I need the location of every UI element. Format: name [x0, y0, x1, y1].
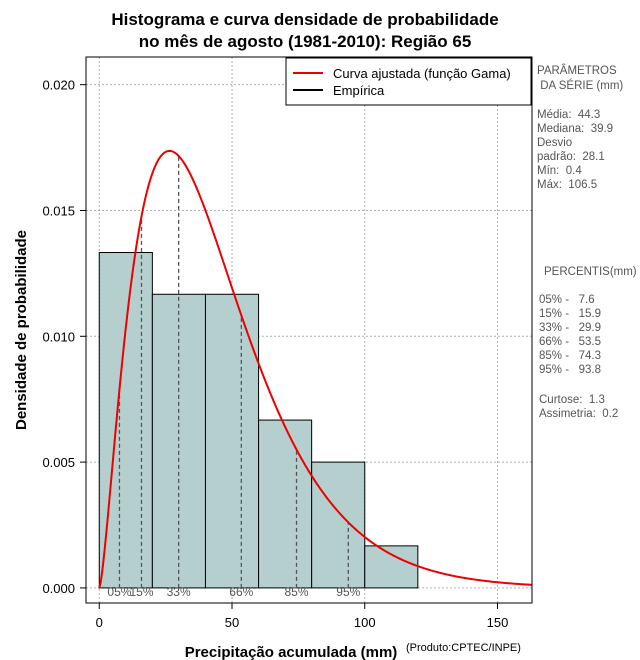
- side-panel: PARÂMETROS DA SÉRIE (mm) Média: 44.3 Med…: [537, 64, 637, 420]
- x-tick-label-100: 100: [354, 615, 376, 630]
- params-title-line-1: PARÂMETROS: [537, 64, 617, 77]
- legend: Curva ajustada (função Gama) Empírica: [285, 57, 532, 106]
- percentile-label-4: 85%: [285, 585, 309, 599]
- percentile-label-1: 15%: [129, 585, 153, 599]
- x-tick-label-0: 0: [96, 615, 103, 630]
- stat-max: Máx: 106.5: [537, 179, 597, 191]
- y-axis-label: Densidade de probabilidade: [13, 230, 30, 430]
- stat-min: Mín: 0.4: [537, 165, 582, 177]
- legend-box: [285, 57, 532, 106]
- y-tick-label-4: 0.020: [42, 78, 75, 93]
- credit-text: (Produto:CPTEC/INPE): [406, 642, 521, 654]
- percentile-lines: [118, 155, 349, 588]
- stat-kurtosis: Curtose: 1.3: [539, 394, 605, 406]
- legend-label-curve: Curva ajustada (função Gama): [333, 66, 511, 81]
- y-tick-label-0: 0.000: [42, 581, 75, 596]
- stat-stddev: padrão: 28.1: [537, 151, 605, 163]
- x-tick-label-50: 50: [225, 615, 239, 630]
- percentis-p85: 85% - 74.3: [539, 350, 601, 362]
- stat-mean: Média: 44.3: [537, 109, 600, 121]
- histogram-bar-3: [258, 419, 313, 589]
- stat-skewness: Assimetria: 0.2: [539, 408, 618, 420]
- histogram-bar-4: [311, 461, 366, 589]
- x-axis-label: Precipitação acumulada (mm): [185, 644, 398, 660]
- chart-title-line-2: no mês de agosto (1981-2010): Região 65: [139, 32, 472, 51]
- x-tick-label-150: 150: [487, 615, 509, 630]
- legend-label-empirical: Empírica: [333, 83, 385, 98]
- plot-frame: [85, 56, 533, 604]
- percentis-p95: 95% - 93.8: [539, 364, 601, 376]
- histogram-bar-0: [98, 252, 153, 589]
- percentile-label-0: 05%: [107, 585, 131, 599]
- y-tick-label-1: 0.005: [42, 455, 75, 470]
- percentis-p05: 05% - 7.6: [539, 294, 595, 306]
- histogram-bar-5: [364, 545, 419, 589]
- percentile-label-2: 33%: [167, 585, 191, 599]
- y-tick-label-2: 0.010: [42, 329, 75, 344]
- percentis-p33: 33% - 29.9: [539, 322, 601, 334]
- percentis-title: PERCENTIS(mm): [544, 266, 637, 278]
- percentile-label-5: 95%: [336, 585, 360, 599]
- histogram-bar-2: [204, 293, 260, 589]
- percentile-labels: 05%15% 33% 66% 85% 95%: [107, 585, 360, 599]
- params-title-line-2: DA SÉRIE (mm): [537, 79, 623, 92]
- stat-median: Mediana: 39.9: [537, 123, 613, 135]
- histogram-bars: [98, 252, 419, 589]
- y-tick-label-3: 0.015: [42, 203, 75, 218]
- chart-title-line-1: Histograma e curva densidade de probabil…: [111, 10, 498, 29]
- stat-stddev-label: Desvio: [537, 137, 572, 149]
- gamma-curve: [98, 149, 533, 589]
- percentile-label-3: 66%: [229, 585, 253, 599]
- y-axis: 0.000 0.005 0.010 0.015 0.020: [42, 78, 86, 596]
- x-axis: 0 50 100 150: [96, 603, 509, 630]
- percentis-p15: 15% - 15.9: [539, 308, 601, 320]
- percentis-p66: 66% - 53.5: [539, 336, 601, 348]
